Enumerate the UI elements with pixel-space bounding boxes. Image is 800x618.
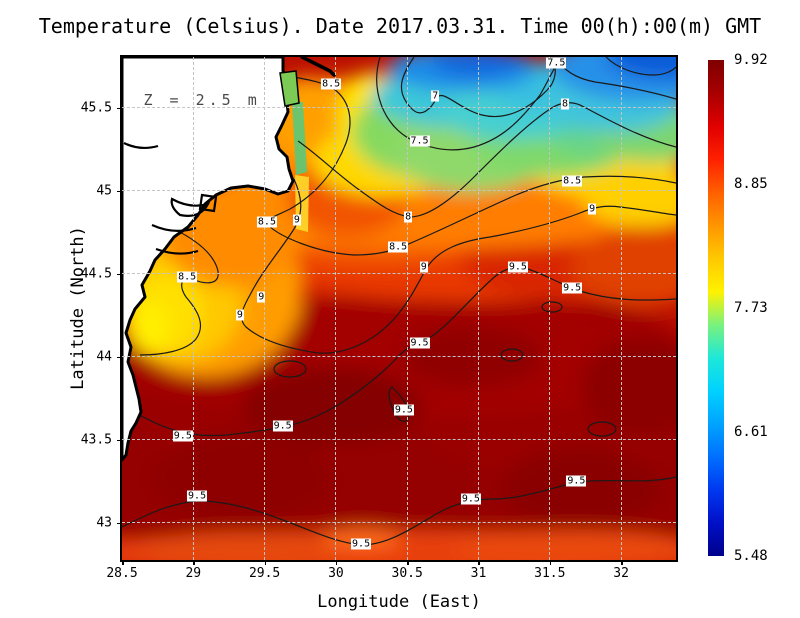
contour-value-label: 7.5 (546, 57, 567, 69)
colorbar-tick-label: 5.48 (734, 548, 768, 564)
temperature-field-svg (121, 56, 676, 560)
x-tick-mark (193, 560, 195, 565)
contour-value-label: 9.5 (393, 404, 414, 416)
x-tick-label: 29.5 (248, 566, 281, 581)
x-tick-mark (478, 560, 480, 565)
x-tick-label: 30 (328, 566, 344, 581)
contour-value-label: 8.5 (321, 78, 342, 90)
contour-value-label: 8.5 (388, 241, 409, 253)
y-tick-mark (117, 356, 122, 359)
contour-value-label: 9.5 (507, 261, 528, 273)
colorbar-tick-label: 6.61 (734, 424, 768, 440)
map-plot: Z = 2.5 m 7.5 7 8 7.5 8.5 8.5 9 8 8.5 8.5 9 8.5 9 9 9 9… (119, 54, 678, 562)
contour-value-label: 9.5 (351, 538, 372, 550)
depth-annotation: Z = 2.5 m (143, 90, 261, 109)
x-tick-mark (264, 560, 267, 565)
contour-value-label: 9 (235, 309, 244, 321)
colorbar (708, 60, 724, 556)
contour-value-label: 9 (419, 261, 428, 273)
estuary-lagoon (278, 69, 300, 107)
x-axis-title: Longitude (East) (317, 592, 481, 612)
contour-value-label: 9.5 (409, 337, 430, 349)
contour-value-label: 8.5 (562, 175, 583, 186)
x-tick-mark (549, 560, 552, 565)
x-tick-label: 30.5 (391, 566, 423, 581)
y-tick-mark (117, 273, 122, 276)
y-tick-label: 43 (96, 515, 112, 531)
colorbar-tick-label: 9.92 (734, 52, 768, 68)
colorbar-tick-label: 8.85 (734, 176, 768, 192)
coastal-upwelling-sliver (291, 101, 307, 175)
figure-title: Temperature (Celsius). Date 2017.03.31. … (38, 14, 762, 38)
inland-waterways (123, 141, 217, 255)
y-tick-label: 44.5 (80, 266, 112, 282)
contour-value-label: 8 (404, 211, 413, 223)
contour-value-label: 7.5 (409, 135, 430, 147)
contour-value-label: 7 (431, 90, 440, 102)
y-tick-label: 45.5 (80, 100, 112, 116)
contour-value-label: 9.5 (272, 420, 293, 432)
x-tick-mark (407, 560, 409, 565)
y-axis-title: Latitude (North) (68, 226, 88, 390)
x-tick-label: 31.5 (534, 566, 566, 581)
y-tick-mark (117, 107, 122, 110)
contour-value-label: 8 (560, 98, 569, 110)
contour-value-label: 9 (292, 214, 301, 226)
y-tick-label: 44 (96, 349, 112, 365)
contour-value-label: 9 (588, 203, 597, 215)
y-tick-label: 43.5 (80, 432, 112, 448)
x-tick-mark (122, 560, 124, 565)
x-tick-label: 29 (185, 566, 202, 581)
contour-value-label: 9.5 (562, 282, 583, 294)
coastal-spit (299, 56, 336, 77)
contour-value-label: 9.5 (460, 493, 481, 505)
contour-value-label: 9.5 (172, 430, 193, 442)
contour-value-label: 8.5 (177, 271, 198, 283)
land-mass (121, 56, 294, 461)
contour-value-label: 9.5 (187, 490, 208, 502)
y-tick-mark (117, 522, 122, 525)
contour-value-label: 8.5 (256, 216, 277, 228)
x-tick-label: 28.5 (106, 566, 138, 581)
colorbar-tick-label: 7.73 (734, 300, 768, 316)
contour-value-label: 9 (257, 291, 266, 303)
y-tick-mark (117, 190, 122, 193)
y-tick-mark (117, 439, 122, 442)
x-tick-mark (335, 560, 338, 565)
contour-value-label: 9.5 (566, 475, 587, 487)
x-tick-label: 32 (613, 566, 629, 581)
x-tick-label: 31 (470, 566, 487, 581)
y-tick-label: 45 (96, 183, 112, 199)
x-tick-mark (621, 560, 623, 565)
